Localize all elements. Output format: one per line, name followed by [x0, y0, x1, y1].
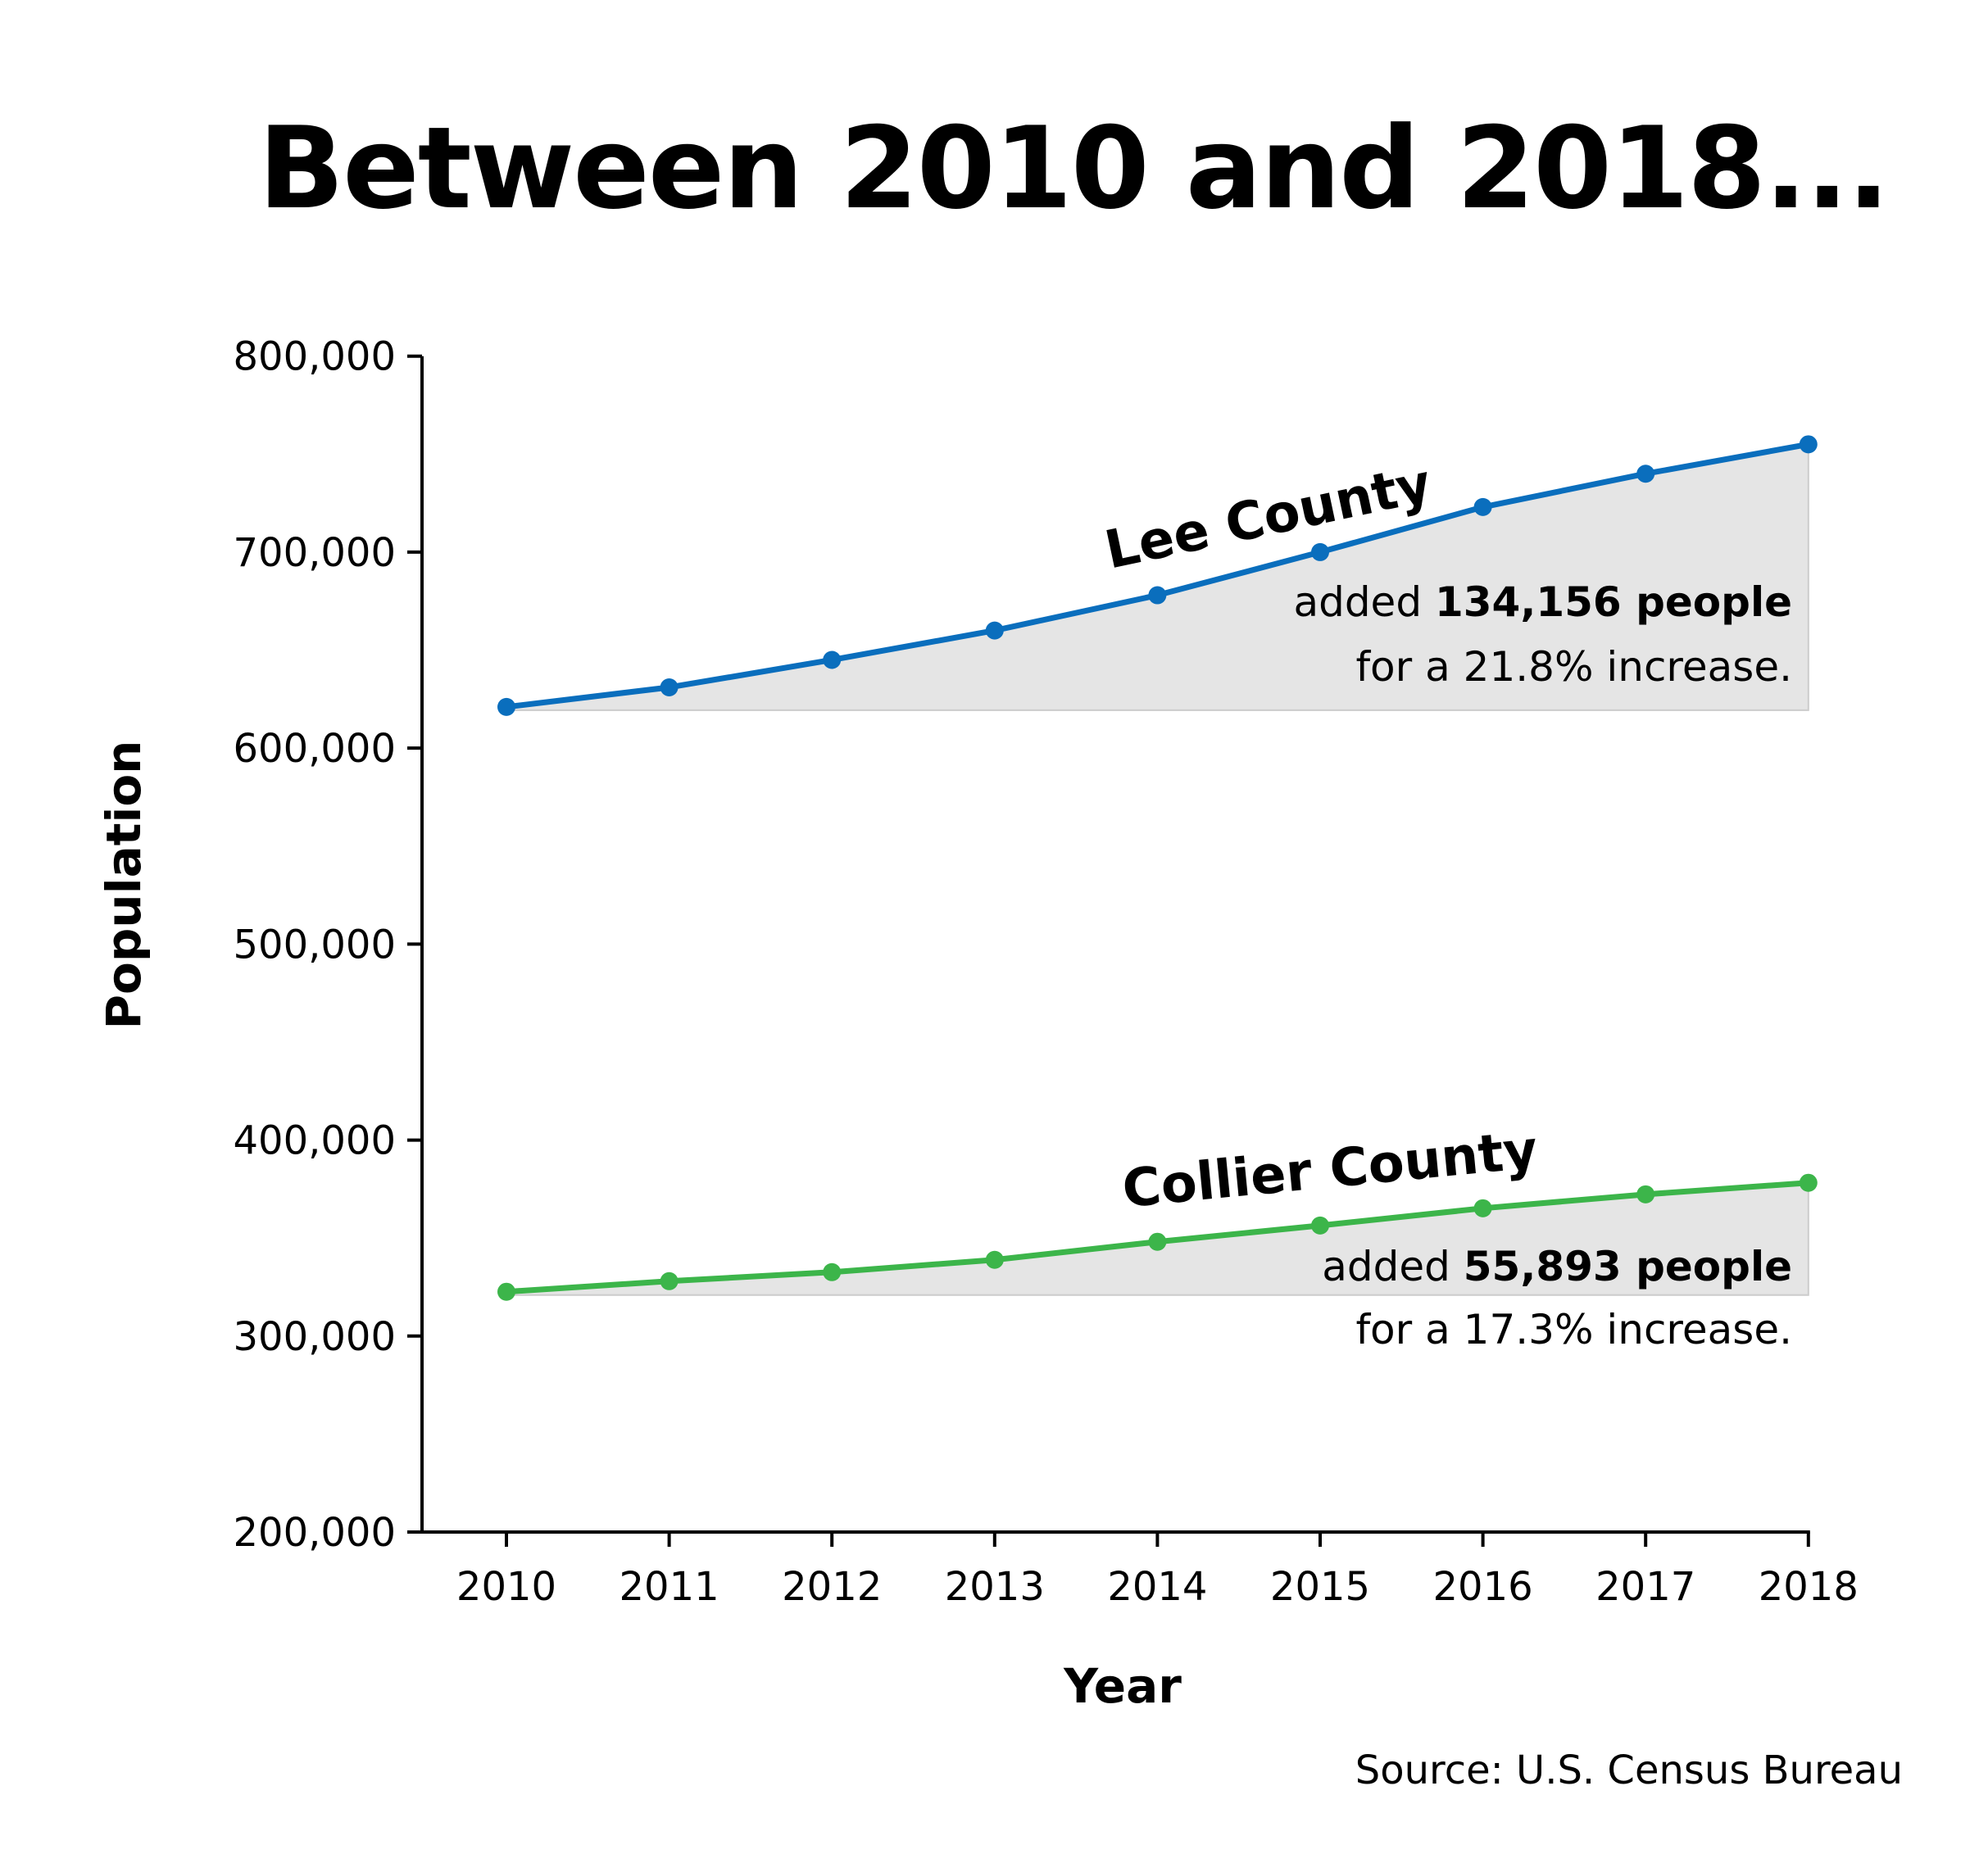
- data-point: [497, 1282, 515, 1301]
- data-point: [1636, 465, 1655, 483]
- data-point: [823, 1262, 842, 1281]
- y-tick-label: 800,000: [234, 334, 397, 380]
- data-point: [497, 697, 515, 716]
- y-tick-label: 400,000: [234, 1118, 397, 1164]
- y-tick-label: 600,000: [234, 726, 397, 772]
- x-tick-label: 2017: [1595, 1564, 1695, 1610]
- y-tick-label: 500,000: [234, 922, 397, 968]
- annotation-line-1: added 55,893 people: [1322, 1243, 1792, 1290]
- data-point: [1311, 542, 1329, 561]
- data-point: [985, 621, 1004, 640]
- y-tick-label: 200,000: [234, 1510, 397, 1556]
- data-point: [1799, 1173, 1818, 1192]
- annotation-line-2: for a 17.3% increase.: [1355, 1306, 1792, 1353]
- source-note: Source: U.S. Census Bureau: [1355, 1747, 1903, 1793]
- x-tick-label: 2016: [1433, 1564, 1533, 1610]
- axes: 200,000 300,000 400,000 500,000 600,000 700,0…: [96, 334, 1903, 1793]
- data-point: [985, 1250, 1004, 1269]
- data-series: [497, 435, 1818, 1301]
- x-tick-label: 2015: [1270, 1564, 1370, 1610]
- x-tick-label: 2018: [1759, 1564, 1859, 1610]
- y-axis-title: Population: [96, 741, 152, 1030]
- data-point: [1148, 1232, 1167, 1251]
- data-point: [823, 650, 842, 669]
- chart-title: Between 2010 and 2018...: [258, 102, 1890, 234]
- data-point: [1148, 586, 1167, 605]
- annotation-line-1: added 134,156 people: [1293, 578, 1792, 626]
- data-point: [1799, 435, 1818, 454]
- x-tick-label: 2012: [782, 1564, 882, 1610]
- y-tick-label: 300,000: [234, 1314, 397, 1360]
- x-tick-label: 2010: [456, 1564, 556, 1610]
- annotation-line-2: for a 21.8% increase.: [1355, 643, 1792, 691]
- data-point: [660, 678, 679, 696]
- data-point: [1473, 497, 1492, 516]
- data-point: [1636, 1185, 1655, 1204]
- x-axis-title: Year: [1063, 1658, 1182, 1714]
- data-point: [1311, 1216, 1329, 1235]
- data-point: [1473, 1199, 1492, 1217]
- x-tick-label: 2013: [945, 1564, 1045, 1610]
- x-tick-label: 2011: [620, 1564, 719, 1610]
- y-tick-label: 700,000: [234, 530, 397, 576]
- x-tick-label: 2014: [1107, 1564, 1207, 1610]
- data-point: [660, 1272, 679, 1290]
